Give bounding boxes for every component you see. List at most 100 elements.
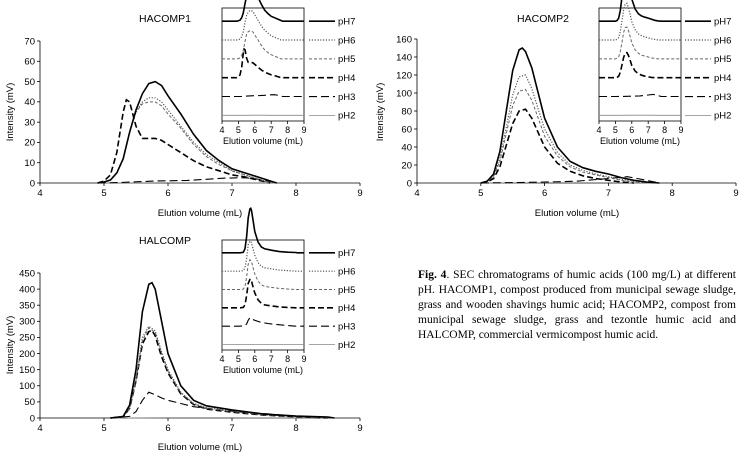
legend-label-ph2: pH2: [338, 340, 355, 351]
y-tick-label: 80: [401, 106, 412, 117]
x-tick-label: 6: [165, 423, 170, 434]
series-line-ph3: [97, 177, 277, 184]
inset-x-tick-label: 9: [301, 125, 306, 135]
inset-x-tick-label: 8: [285, 354, 290, 364]
y-tick-label: 350: [19, 301, 35, 312]
legend-label-ph5: pH5: [714, 54, 731, 65]
inset-x-axis-label: Elution volume (mL): [223, 136, 303, 146]
legend-label-ph4: pH4: [714, 73, 731, 84]
inset-frame: [598, 7, 682, 122]
y-tick-label: 160: [396, 34, 412, 45]
y-tick-label: 0: [407, 178, 412, 189]
inset-trace-ph6: [222, 10, 304, 41]
inset-frame: [221, 7, 305, 122]
inset-trace-ph5: [599, 26, 681, 60]
series-line-ph7: [97, 80, 278, 184]
y-tick-label: 150: [19, 365, 35, 376]
inset-x-tick-label: 6: [252, 125, 257, 135]
x-tick-label: 6: [542, 188, 547, 199]
chart-title: HACOMP1: [139, 13, 191, 25]
inset-trace-ph3: [222, 316, 304, 327]
legend-label-ph7: pH7: [338, 248, 355, 259]
x-tick-label: 8: [670, 188, 675, 199]
chart-hacomp1: HACOMP1 4 5 6 7 8 9 0 10 20 30 40 50 60 70 Elution vo…: [5, 0, 363, 219]
x-tick-label: 7: [229, 423, 234, 434]
x-axis-label: Elution volume (mL): [158, 442, 242, 453]
inset-x-tick-label: 9: [301, 354, 306, 364]
legend-label-ph5: pH5: [338, 285, 355, 296]
y-tick-label: 140: [396, 52, 412, 63]
inset-x-tick-label: 9: [678, 125, 683, 135]
inset-frame: [221, 239, 305, 351]
legend-label-ph3: pH3: [714, 92, 731, 103]
y-tick-label: 30: [24, 117, 35, 128]
inset-x-tick-label: 4: [596, 125, 601, 135]
inset-trace-ph3: [599, 93, 681, 98]
y-tick-label: 120: [396, 70, 412, 81]
caption-label: Fig. 4: [418, 269, 447, 281]
y-tick-label: 250: [19, 333, 35, 344]
y-tick-label: 0: [30, 178, 35, 189]
legend-label-ph3: pH3: [338, 321, 355, 332]
inset-trace-ph7: [599, 0, 681, 23]
inset-x-tick-label: 4: [219, 354, 224, 364]
y-axis-label: Intensity (mV): [5, 83, 16, 142]
x-tick-label: 8: [293, 423, 298, 434]
inset-trace-ph5: [222, 30, 304, 60]
inset-trace-ph3: [222, 94, 304, 98]
legend-label-ph2: pH2: [714, 111, 731, 122]
x-tick-label: 9: [733, 188, 738, 199]
legend-label-ph6: pH6: [714, 35, 731, 46]
inset-x-tick-label: 5: [236, 125, 241, 135]
inset-trace-ph7: [222, 207, 304, 254]
plot-area: 4 5 6 7 8 9 0 20 40 60 80 100 120 140 160: [396, 34, 739, 199]
inset-x-tick-label: 8: [285, 125, 290, 135]
x-axis-label: Elution volume (mL): [158, 208, 242, 219]
y-tick-label: 10: [24, 158, 35, 169]
x-tick-label: 4: [37, 423, 42, 434]
x-tick-label: 5: [101, 188, 106, 199]
legend-label-ph4: pH4: [338, 73, 355, 84]
inset-trace-ph7: [222, 0, 304, 23]
y-tick-label: 300: [19, 317, 35, 328]
legend-label-ph2: pH2: [338, 111, 355, 122]
inset-x-tick-label: 4: [219, 125, 224, 135]
series-line-ph4: [97, 98, 271, 184]
y-tick-label: 20: [401, 160, 412, 171]
y-tick-label: 0: [30, 413, 35, 424]
x-tick-label: 5: [101, 423, 106, 434]
inset-trace-ph6: [599, 2, 681, 41]
chart-title: HACOMP2: [517, 13, 569, 25]
series-line-ph5: [480, 88, 647, 184]
series-line-ph7: [480, 46, 660, 184]
y-tick-label: 50: [24, 77, 35, 88]
series-line-ph7: [110, 281, 335, 419]
chart-halcomp: HALCOMP 4 5 6 7 8 905010015020025030035040045…: [5, 207, 363, 453]
y-tick-label: 100: [396, 88, 412, 99]
series-line-ph4: [480, 108, 634, 184]
legend-label-ph4: pH4: [338, 303, 355, 314]
caption-text: . SEC chromatograms of humic acids (100 …: [418, 269, 736, 341]
legend-label-ph6: pH6: [338, 266, 355, 277]
series-line-ph3: [110, 391, 329, 419]
inset-x-tick-label: 7: [269, 125, 274, 135]
inset-x-tick-label: 6: [629, 125, 634, 135]
y-axis-label: Intensity (mV): [5, 316, 16, 375]
legend-label-ph3: pH3: [338, 92, 355, 103]
plot-area: 4 5 6 7 8 9 0 10 20 30 40 50 60 70: [24, 36, 362, 199]
x-tick-label: 7: [606, 188, 611, 199]
x-tick-label: 5: [478, 188, 483, 199]
x-tick-label: 8: [293, 188, 298, 199]
x-tick-label: 9: [357, 188, 362, 199]
plot-area: 4 5 6 7 8 9 0 50 100 150 200 250 300 350 400 450: [19, 268, 363, 434]
series-line-ph6: [110, 325, 329, 419]
y-tick-label: 40: [401, 142, 412, 153]
legend-label-ph7: pH7: [714, 16, 731, 27]
legend-label-ph7: pH7: [338, 16, 355, 27]
inset-x-tick-label: 7: [646, 125, 651, 135]
y-tick-label: 400: [19, 284, 35, 295]
chart-title: HALCOMP: [139, 235, 191, 247]
